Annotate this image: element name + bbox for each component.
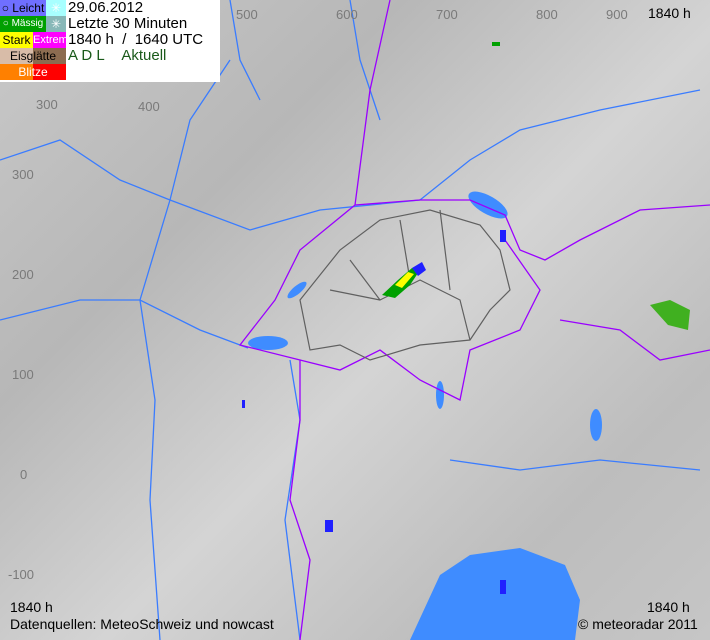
legend-label: Leicht [12,1,45,15]
mode-adl: A D L [68,47,105,64]
coord-label: 100 [12,367,34,382]
lake-mediterranean [410,548,580,640]
snowflake-icon: ✳ [46,16,66,32]
radar-echoes [242,42,690,594]
legend-label: Mässig [11,18,44,29]
coord-label: 900 [606,7,628,22]
national-borders [238,0,710,640]
mode-aktuell: Aktuell [121,47,167,64]
coord-label: 400 [138,99,160,114]
coord-label: 700 [436,7,458,22]
lake-garda [590,409,602,441]
period: Letzte 30 Minuten [68,15,188,32]
coord-label: 500 [236,7,258,22]
legend-eisglaette: Eisglätte [0,48,66,64]
legend-stark: Stark [0,32,33,48]
legend-extrem: Extrem [33,32,66,48]
coord-label: 300 [36,97,58,112]
mode: A D L Aktuell [68,48,166,64]
lake-maggiore [436,381,444,409]
date: 29.06.2012 [68,0,144,16]
legend-massig: ○ Mässig [0,16,46,32]
coord-label: 800 [536,7,558,22]
coord-label: 200 [12,267,34,282]
footer-copyright: © meteoradar 2011 [578,616,698,632]
lake-neuchatel [287,281,307,299]
time-top-right: 1840 h [648,5,691,21]
legend: ○ Leicht ✳ ○ Mässig ✳ Stark Extrem Eisgl… [0,0,220,82]
footer-time-right: 1840 h [647,599,690,615]
canton-borders [299,209,511,361]
snowflake-icon: ✳ [46,0,66,16]
coord-label: 300 [12,167,34,182]
legend-leicht: ○ Leicht [0,0,46,16]
coord-label: 600 [336,7,358,22]
coord-label: -100 [8,567,35,582]
footer-sources: Datenquellen: MeteoSchweiz und nowcast [10,616,274,632]
time: 1840 h / 1640 UTC [68,31,204,48]
footer-time-left: 1840 h [10,599,53,615]
coord-label: 0 [20,467,28,482]
lake-geneva [248,336,288,350]
legend-blitze: Blitze [0,64,66,80]
lake-constance [468,191,508,219]
